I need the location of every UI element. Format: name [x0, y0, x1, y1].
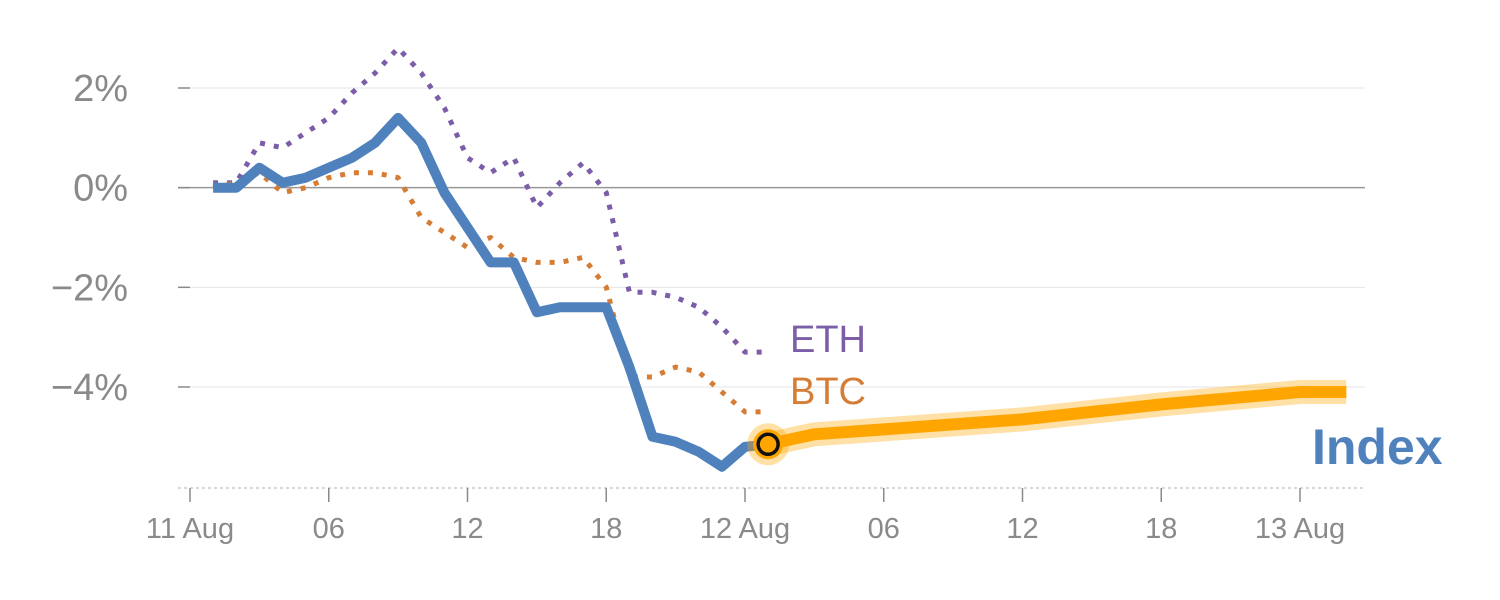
index-series-label: Index — [1312, 419, 1443, 475]
eth-series-line — [213, 45, 769, 355]
x-tick-label: 06 — [313, 513, 345, 545]
current-marker-point — [756, 432, 780, 457]
x-tick-label: 11 Aug — [146, 513, 234, 545]
axis-layer: 2% 0% −2% −4% 11 Aug 06 12 18 12 Aug 06 12 18 13 Aug — [51, 68, 1365, 545]
y-tick-label: −2% — [51, 267, 128, 309]
grid-layer — [178, 87, 1365, 388]
x-tick-label: 12 — [1006, 513, 1038, 545]
series-layer — [212, 45, 1347, 472]
x-tick-label: 18 — [1145, 513, 1177, 545]
x-tick-label: 18 — [590, 513, 622, 545]
eth-series-label: ETH — [790, 319, 866, 361]
x-tick-label: 12 Aug — [700, 513, 790, 545]
y-tick-label: 2% — [73, 68, 128, 110]
x-tick-label: 13 Aug — [1255, 513, 1345, 545]
forecast-line — [766, 386, 1347, 451]
y-tick-label: 0% — [73, 168, 128, 210]
btc-series-label: BTC — [790, 371, 866, 413]
label-layer: ETH BTC Index — [790, 319, 1443, 475]
index-series-line — [213, 112, 769, 472]
y-tick-label: −4% — [51, 367, 128, 409]
x-tick-label: 12 — [451, 513, 483, 545]
x-tick-label: 06 — [868, 513, 900, 545]
btc-series-line — [212, 170, 769, 415]
